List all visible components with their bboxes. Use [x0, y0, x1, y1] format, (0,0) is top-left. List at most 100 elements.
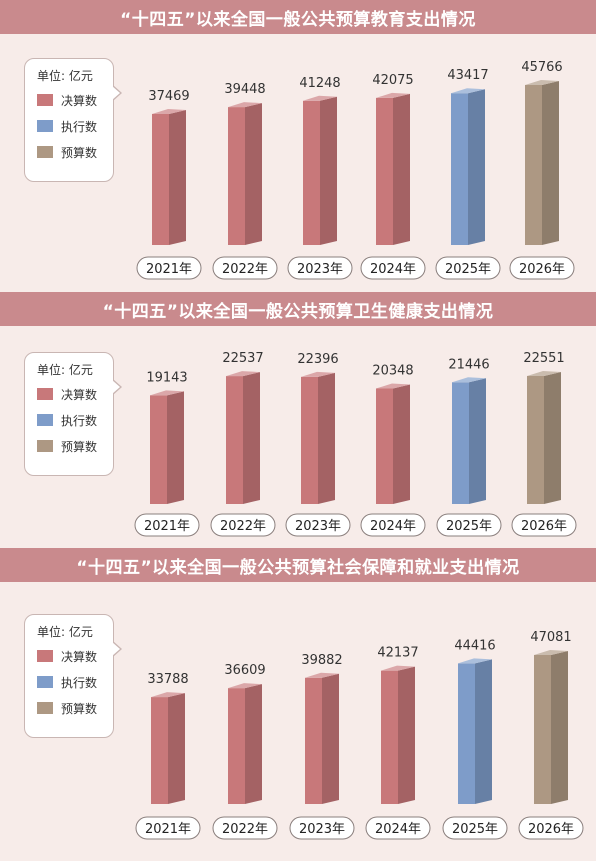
bar — [376, 383, 410, 504]
legend-swatch-final — [37, 650, 53, 662]
year-pill-bg — [360, 513, 426, 537]
year-pill-bg — [134, 513, 200, 537]
bar — [228, 102, 262, 245]
legend-social-security: 单位: 亿元 决算数 执行数 预算数 — [24, 614, 122, 738]
bar-face-side — [320, 96, 337, 245]
bar-face-side — [393, 384, 410, 504]
legend-item-budget: 预算数 — [37, 139, 113, 165]
value-label: 21446 — [448, 357, 489, 372]
bar — [525, 80, 559, 245]
bar — [452, 377, 486, 504]
bar-face-front — [301, 376, 318, 504]
year-pill-bg — [289, 816, 355, 840]
bar — [151, 692, 185, 804]
legend-unit: 单位: 亿元 — [37, 363, 93, 377]
year-label: 2023年 — [295, 519, 341, 534]
legend-label-budget: 预算数 — [61, 439, 98, 454]
year-pill: 2026年 — [509, 256, 575, 280]
year-label: 2026年 — [519, 262, 565, 277]
legend-label-final: 决算数 — [61, 93, 98, 108]
legend-label-final: 决算数 — [61, 387, 98, 402]
value-label: 33788 — [147, 672, 188, 687]
year-label: 2025年 — [445, 262, 491, 277]
bar-face-front — [452, 382, 469, 504]
year-pill: 2026年 — [511, 513, 577, 537]
bar-face-top — [527, 371, 561, 376]
bar-face-front — [226, 376, 243, 504]
year-pill: 2021年 — [134, 513, 200, 537]
bar-face-top — [305, 672, 339, 678]
year-pill-bg — [210, 513, 276, 537]
year-pill: 2021年 — [135, 816, 201, 840]
year-pill: 2023年 — [289, 816, 355, 840]
bar-face-side — [243, 372, 260, 504]
legend-swatch-execution — [37, 120, 53, 132]
bar-face-top — [151, 692, 185, 698]
year-pill-bg — [435, 256, 501, 280]
bar-face-top — [228, 102, 262, 108]
year-label: 2024年 — [375, 822, 421, 837]
value-label: 22396 — [297, 352, 338, 367]
bar — [458, 658, 492, 804]
year-pill: 2026年 — [518, 816, 584, 840]
year-pill-bg — [136, 256, 202, 280]
bar — [451, 88, 485, 245]
bar-face-side — [398, 666, 415, 804]
year-pill: 2025年 — [436, 513, 502, 537]
year-label: 2021年 — [145, 822, 191, 837]
legend-unit: 单位: 亿元 — [37, 69, 93, 83]
bar-face-side — [169, 110, 186, 245]
legend-swatch-budget — [37, 146, 53, 158]
year-pill: 2022年 — [212, 816, 278, 840]
bar-face-top — [458, 658, 492, 664]
bar-face-front — [381, 670, 398, 804]
value-label: 22537 — [222, 351, 263, 366]
bar-face-side — [393, 93, 410, 245]
value-label: 20348 — [372, 364, 413, 379]
legend-item-execution: 执行数 — [37, 407, 113, 433]
year-label: 2024年 — [370, 519, 416, 534]
value-label: 22551 — [523, 351, 564, 366]
year-pill-bg — [442, 816, 508, 840]
year-label: 2026年 — [528, 822, 574, 837]
bar-face-top — [376, 92, 410, 98]
year-pill: 2022年 — [210, 513, 276, 537]
bar-face-top — [150, 390, 184, 396]
year-pill-bg — [509, 256, 575, 280]
chart-health: 19143 2021年 22537 2022年 22396 2023年 20348 2024年… — [134, 351, 577, 537]
year-pill-bg — [135, 816, 201, 840]
legend-swatch-budget — [37, 702, 53, 714]
bar-face-top — [303, 95, 337, 101]
bar-face-front — [228, 107, 245, 245]
year-pill-bg — [518, 816, 584, 840]
year-pill-bg — [360, 256, 426, 280]
year-label: 2023年 — [297, 262, 343, 277]
legend-swatch-final — [37, 94, 53, 106]
bar-face-side — [544, 372, 561, 504]
bar-face-front — [305, 677, 322, 804]
year-pill-bg — [212, 816, 278, 840]
bar-face-side — [475, 659, 492, 804]
year-label: 2021年 — [146, 262, 192, 277]
bar-face-top — [381, 665, 415, 671]
chart-social-security: 33788 2021年 36609 2022年 39882 2023年 42137 2024年… — [135, 630, 584, 840]
bar-face-side — [322, 673, 339, 804]
bar-face-side — [551, 651, 568, 804]
bar-face-side — [469, 378, 486, 504]
bar-face-front — [303, 100, 320, 245]
bar-face-front — [228, 688, 245, 804]
bar-face-front — [458, 663, 475, 804]
legend-label-execution: 执行数 — [61, 675, 98, 690]
year-label: 2026年 — [521, 519, 567, 534]
legend-health: 单位: 亿元 决算数 执行数 预算数 — [24, 352, 122, 476]
legend-item-budget: 预算数 — [37, 695, 113, 721]
year-pill: 2024年 — [365, 816, 431, 840]
legend-item-final: 决算数 — [37, 87, 113, 113]
bar-face-front — [451, 93, 468, 245]
bar-face-side — [318, 372, 335, 504]
value-label: 37469 — [148, 89, 189, 104]
legend-label-final: 决算数 — [61, 649, 98, 664]
year-pill-bg — [365, 816, 431, 840]
chart-title-health: “十四五”以来全国一般公共预算卫生健康支出情况 — [0, 292, 596, 326]
